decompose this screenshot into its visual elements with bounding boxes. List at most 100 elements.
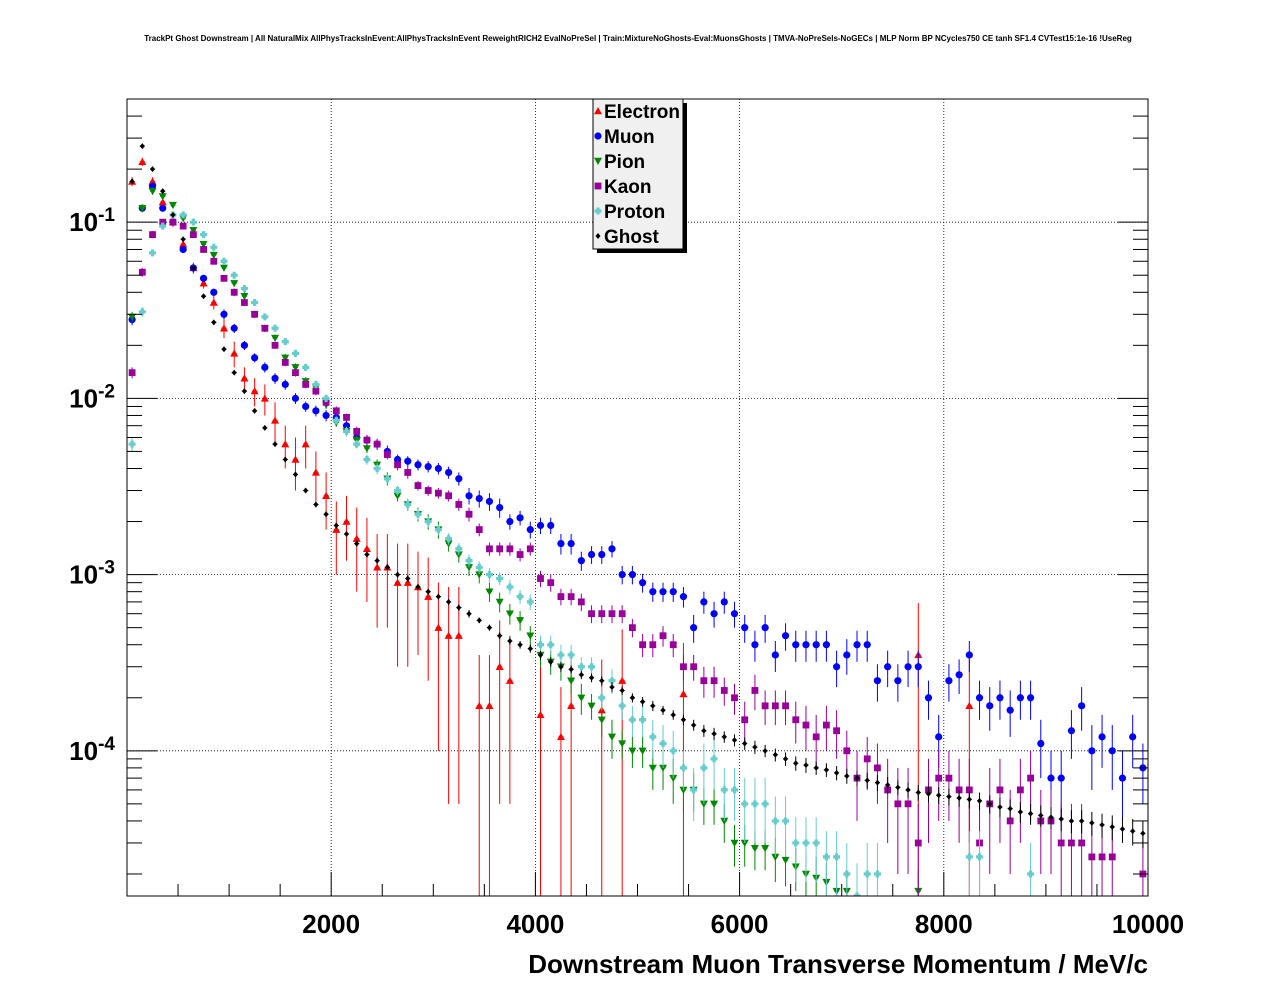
data-point bbox=[680, 663, 687, 671]
data-point bbox=[587, 702, 596, 710]
data-point bbox=[538, 651, 544, 658]
y-tick-base: 10 bbox=[69, 736, 98, 766]
data-point bbox=[771, 853, 780, 861]
data-point bbox=[435, 593, 441, 600]
series-ghost bbox=[129, 143, 1146, 849]
data-point bbox=[231, 369, 237, 376]
data-point bbox=[699, 800, 708, 808]
data-point bbox=[251, 310, 259, 318]
data-point bbox=[221, 346, 227, 353]
data-point bbox=[679, 690, 688, 698]
data-point bbox=[485, 701, 494, 710]
legend-marker bbox=[594, 132, 602, 140]
data-point bbox=[936, 792, 942, 799]
data-point bbox=[434, 623, 443, 631]
data-point bbox=[230, 280, 239, 288]
data-point bbox=[383, 451, 391, 458]
data-point bbox=[465, 492, 473, 500]
data-point bbox=[374, 557, 380, 564]
data-point bbox=[485, 497, 494, 506]
y-tick-base: 10 bbox=[69, 207, 98, 237]
data-point bbox=[567, 677, 576, 685]
data-point bbox=[160, 188, 166, 195]
data-point bbox=[884, 663, 892, 671]
data-point bbox=[761, 845, 770, 853]
data-point bbox=[475, 494, 483, 503]
data-point bbox=[567, 539, 575, 548]
y-tick-exponent: -2 bbox=[98, 381, 115, 402]
data-point bbox=[465, 510, 473, 518]
data-point bbox=[261, 324, 269, 332]
data-point bbox=[1006, 817, 1014, 825]
data-point bbox=[965, 853, 973, 861]
data-point bbox=[904, 663, 912, 671]
data-point bbox=[250, 387, 259, 395]
data-point bbox=[935, 733, 943, 741]
data-point bbox=[168, 201, 177, 210]
data-point bbox=[854, 775, 860, 782]
data-point bbox=[649, 588, 657, 596]
data-point bbox=[781, 856, 790, 865]
legend-box bbox=[592, 98, 684, 250]
data-point bbox=[577, 694, 586, 702]
data-point bbox=[291, 394, 300, 402]
data-point bbox=[863, 641, 871, 649]
data-point bbox=[220, 310, 228, 318]
data-point bbox=[251, 299, 259, 307]
data-point bbox=[139, 143, 145, 150]
data-point bbox=[843, 651, 851, 659]
data-point bbox=[577, 598, 585, 606]
data-point bbox=[762, 747, 768, 754]
data-point bbox=[618, 676, 627, 684]
data-point bbox=[547, 579, 555, 587]
data-point bbox=[526, 632, 535, 640]
data-point bbox=[761, 624, 769, 632]
data-point bbox=[609, 684, 615, 691]
legend: Electron Muon Pion Kaon Proton Ghost bbox=[592, 98, 687, 253]
data-point bbox=[261, 313, 269, 321]
data-point bbox=[557, 539, 565, 548]
data-point bbox=[640, 698, 646, 705]
data-point bbox=[475, 526, 483, 534]
data-point bbox=[1016, 786, 1024, 794]
data-point bbox=[731, 694, 738, 702]
data-point bbox=[219, 264, 228, 272]
data-point bbox=[761, 702, 769, 710]
data-point bbox=[996, 786, 1004, 794]
data-point bbox=[209, 251, 218, 260]
data-point bbox=[976, 853, 984, 861]
data-point bbox=[1078, 839, 1086, 847]
data-point bbox=[577, 663, 585, 671]
data-point bbox=[363, 436, 371, 444]
data-point bbox=[322, 411, 330, 420]
data-point bbox=[639, 716, 647, 724]
data-point bbox=[394, 461, 401, 469]
x-tick-label: 4000 bbox=[506, 909, 564, 939]
data-point bbox=[456, 604, 462, 611]
data-point bbox=[628, 747, 637, 755]
data-point bbox=[1047, 774, 1055, 782]
data-point bbox=[638, 747, 647, 755]
data-point bbox=[843, 747, 851, 755]
y-tick-exponent: -4 bbox=[98, 734, 115, 755]
data-point bbox=[1109, 823, 1115, 830]
data-point bbox=[505, 610, 514, 618]
data-point bbox=[782, 817, 790, 825]
data-point bbox=[332, 416, 340, 424]
data-point bbox=[1037, 739, 1045, 748]
legend-entry: Muon bbox=[604, 127, 655, 148]
data-point bbox=[873, 870, 881, 878]
data-point bbox=[822, 721, 830, 729]
data-point bbox=[271, 416, 280, 424]
data-point bbox=[792, 716, 800, 724]
data-point bbox=[271, 334, 280, 343]
data-point bbox=[874, 779, 880, 786]
data-point bbox=[812, 839, 820, 847]
data-point bbox=[751, 800, 759, 808]
data-point bbox=[772, 751, 778, 758]
data-point bbox=[618, 702, 626, 710]
legend-marker bbox=[594, 207, 602, 215]
data-point bbox=[679, 593, 688, 601]
data-point bbox=[1068, 817, 1074, 824]
data-point bbox=[537, 575, 544, 582]
